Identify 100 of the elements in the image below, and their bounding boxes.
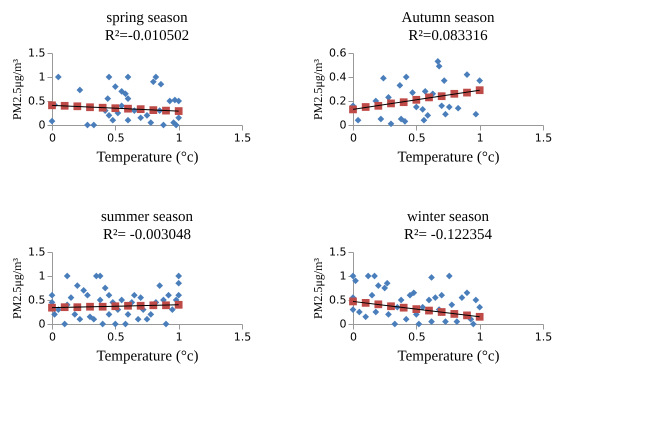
point [160, 122, 167, 128]
point [380, 74, 387, 82]
point [368, 292, 376, 299]
point [422, 88, 429, 95]
point [106, 112, 112, 119]
point [428, 318, 435, 325]
point [68, 294, 74, 301]
y-tick-label: 1.5 [28, 46, 46, 60]
point [144, 112, 150, 119]
point [424, 112, 432, 119]
point [61, 320, 68, 328]
point [156, 282, 164, 289]
point [356, 308, 363, 316]
x-tick-label: 0 [350, 132, 357, 144]
point [476, 77, 484, 84]
point [162, 320, 170, 328]
point [76, 316, 84, 323]
point [349, 298, 357, 306]
point [428, 274, 435, 281]
chart-title: Autumn season [402, 10, 495, 26]
point [168, 306, 176, 313]
point [396, 82, 404, 89]
point [412, 104, 420, 110]
point [130, 292, 138, 299]
point [409, 89, 416, 96]
y-tick-label: 0 [38, 118, 46, 132]
point [438, 292, 446, 299]
point [402, 316, 410, 323]
point [381, 284, 388, 292]
y-tick-label: 1 [38, 70, 46, 84]
y-axis-title: PM2.5μg/m³ [10, 58, 24, 120]
chart-subtitle: R²= -0.003048 [103, 227, 191, 243]
point [144, 316, 150, 323]
point [384, 280, 391, 287]
point [90, 316, 98, 323]
x-tick-label: 0 [49, 330, 56, 344]
point [150, 78, 157, 86]
x-tick-label: 1.5 [234, 330, 252, 344]
x-axis-title: Temperature (°c) [398, 348, 500, 364]
point [374, 282, 382, 289]
point [442, 318, 449, 325]
point [416, 320, 422, 328]
point [454, 104, 462, 112]
y-tick-label: 0 [340, 118, 346, 132]
x-tick-label: 0.5 [107, 132, 125, 144]
point [426, 296, 432, 304]
chart-subtitle: R²=0.083316 [408, 28, 488, 44]
point [137, 114, 144, 122]
point [124, 74, 132, 80]
point [371, 272, 378, 280]
point [472, 110, 480, 118]
point [372, 308, 380, 316]
point [464, 289, 470, 296]
point [90, 122, 98, 128]
point [175, 292, 182, 299]
point [470, 320, 477, 328]
point [391, 320, 398, 328]
point [175, 98, 182, 104]
point [438, 102, 446, 110]
chart-title: winter season [406, 209, 490, 225]
point [419, 106, 426, 113]
x-tick-label: 0.5 [107, 330, 125, 344]
point [71, 311, 78, 318]
x-tick-label: 1.5 [534, 330, 552, 344]
y-tick-label: 1 [38, 270, 46, 282]
point [137, 294, 144, 301]
point [398, 296, 404, 304]
point [172, 122, 180, 128]
point [48, 304, 56, 312]
point [118, 296, 126, 304]
point [454, 318, 460, 325]
y-tick-label: 1.5 [28, 246, 46, 258]
x-axis-title: Temperature (°c) [398, 150, 500, 166]
y-tick-label: 0.5 [28, 94, 46, 108]
point [175, 280, 182, 287]
point [165, 292, 172, 299]
chart-subtitle: R²= -0.122354 [404, 227, 492, 243]
y-tick-label: 0 [340, 318, 346, 330]
x-axis-title: Temperature (°c) [96, 348, 198, 364]
point [112, 320, 119, 328]
point [406, 292, 414, 299]
y-tick-label: 0.6 [329, 46, 346, 60]
point [448, 301, 456, 308]
point [410, 289, 418, 296]
point [54, 74, 62, 80]
x-tick-label: 1 [176, 132, 183, 144]
x-tick-label: 0 [49, 132, 56, 144]
x-tick-label: 1.5 [234, 132, 252, 144]
point [364, 272, 372, 280]
point [166, 98, 174, 104]
point [464, 71, 470, 78]
point [76, 86, 84, 94]
point [106, 292, 112, 299]
point [175, 272, 182, 280]
x-tick-label: 1 [176, 330, 183, 344]
x-tick-label: 0 [350, 330, 357, 344]
point [147, 311, 154, 318]
chart-subtitle: R²=-0.010502 [104, 28, 190, 44]
point [158, 80, 164, 88]
chart-title: summer season [100, 209, 194, 225]
